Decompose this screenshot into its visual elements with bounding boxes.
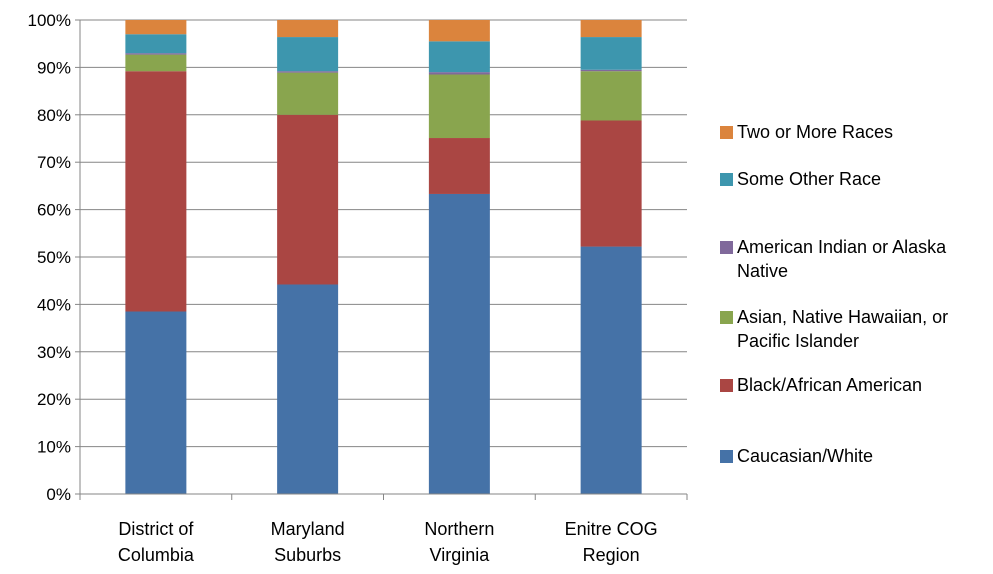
- x-axis-category-labels: District of Columbia Maryland Suburbs Northe…: [118, 519, 658, 565]
- x-category-label: District of: [118, 519, 194, 539]
- bar-segment: [428, 72, 490, 75]
- legend-label: Asian, Native Hawaiian, or Pacific Islan…: [737, 307, 949, 351]
- bar-segment: [277, 37, 339, 72]
- legend-swatch: [720, 379, 733, 392]
- legend-label: Caucasian/White: [737, 446, 874, 466]
- legend-swatch: [720, 173, 733, 186]
- y-tick-label: 70%: [37, 153, 71, 172]
- x-category-label: Maryland: [271, 519, 345, 539]
- bar-segment: [428, 41, 490, 73]
- y-tick-label: 30%: [37, 343, 71, 362]
- bar-segment: [428, 74, 490, 139]
- legend: Two or More Races Some Other Race American…: [720, 0, 990, 574]
- legend-label: American Indian or Alaska Native: [737, 237, 947, 281]
- bar-segment: [277, 114, 339, 285]
- legend-item: Some Other Race: [720, 167, 989, 191]
- y-tick-label: 50%: [37, 248, 71, 267]
- bar-segment: [428, 138, 490, 194]
- bar-segment: [277, 20, 339, 38]
- axes: [75, 19, 688, 500]
- bar-segment: [580, 120, 642, 247]
- bar-segment: [277, 71, 339, 73]
- y-tick-label: 0%: [46, 485, 71, 504]
- y-tick-label: 90%: [37, 58, 71, 77]
- bar-segment: [125, 54, 187, 72]
- bar-segment: [580, 37, 642, 70]
- y-tick-label: 60%: [37, 201, 71, 220]
- y-tick-label: 100%: [28, 11, 71, 30]
- x-category-label: Enitre COG: [565, 519, 658, 539]
- y-tick-label: 40%: [37, 295, 71, 314]
- legend-swatch: [720, 450, 733, 463]
- y-tick-label: 80%: [37, 106, 71, 125]
- legend-label: Black/African American: [737, 375, 923, 395]
- legend-item: Caucasian/White: [720, 444, 989, 468]
- bar-segment: [125, 34, 187, 54]
- bar-segment: [125, 20, 187, 35]
- bar-segment: [277, 72, 339, 115]
- bar-segment: [428, 20, 490, 42]
- legend-swatch: [720, 311, 733, 324]
- x-category-label: Northern: [424, 519, 494, 539]
- legend-item: American Indian or Alaska Native: [720, 235, 989, 283]
- legend-item: Black/African American: [720, 373, 989, 397]
- bar-segment: [580, 71, 642, 121]
- y-tick-label: 20%: [37, 390, 71, 409]
- bar-segment: [125, 53, 187, 55]
- y-axis-tick-labels: 0% 10% 20% 30% 40% 50% 60% 70% 80% 90% 100%: [28, 11, 71, 504]
- bar-segment: [125, 311, 187, 494]
- legend-item: Asian, Native Hawaiian, or Pacific Islan…: [720, 305, 989, 353]
- bar-segment: [277, 284, 339, 494]
- x-category-label: Virginia: [430, 545, 491, 565]
- bar-segment: [580, 69, 642, 72]
- bar-segment: [428, 193, 490, 494]
- x-category-label: Region: [583, 545, 640, 565]
- x-category-label: Suburbs: [274, 545, 341, 565]
- legend-item: Two or More Races: [720, 120, 989, 144]
- legend-swatch: [720, 126, 733, 139]
- x-category-label: Columbia: [118, 545, 195, 565]
- bar-segment: [580, 246, 642, 494]
- y-tick-label: 10%: [37, 438, 71, 457]
- legend-label: Some Other Race: [737, 169, 882, 189]
- bar-segment: [580, 20, 642, 38]
- legend-swatch: [720, 241, 733, 254]
- bar-segment: [125, 71, 187, 312]
- bars: [125, 20, 642, 494]
- legend-label: Two or More Races: [737, 122, 894, 142]
